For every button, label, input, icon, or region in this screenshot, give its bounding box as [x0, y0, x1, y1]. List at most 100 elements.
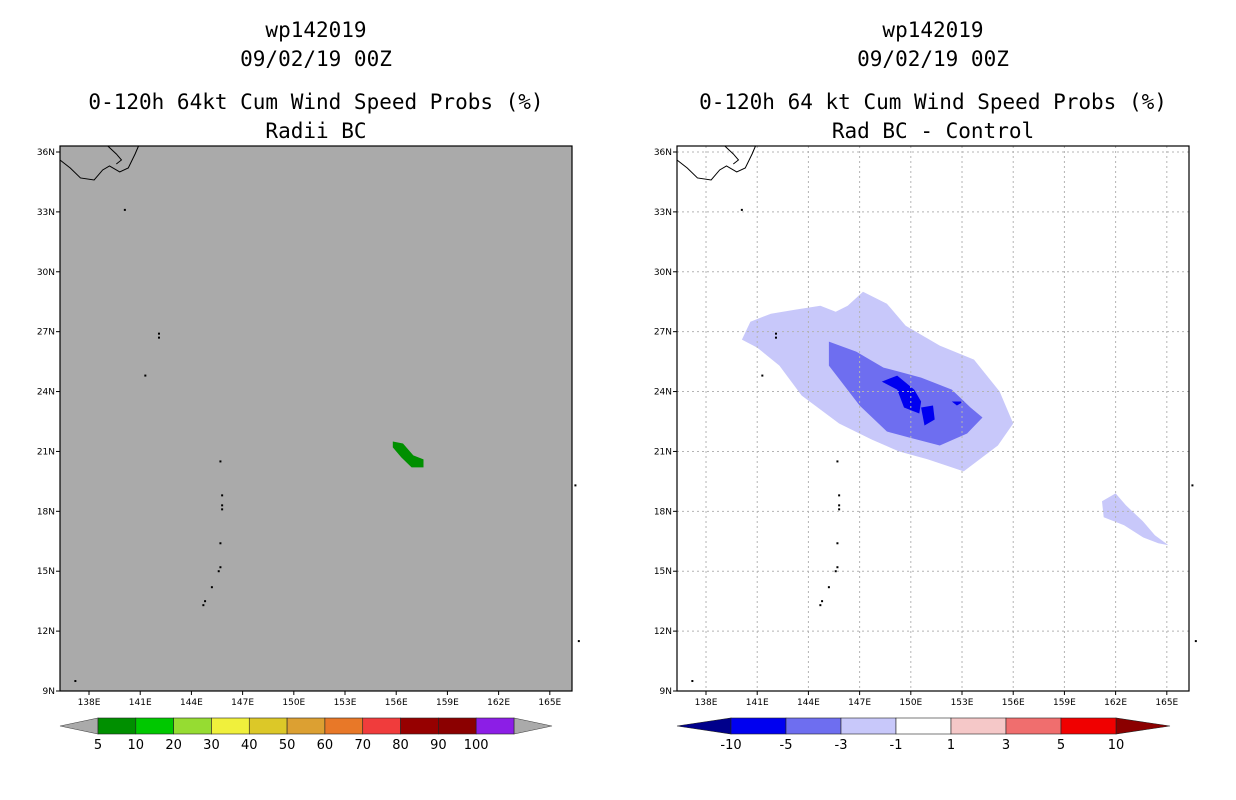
right-product-name: 0-120h 64 kt Cum Wind Speed Probs (%)	[699, 90, 1167, 114]
right-island-3	[761, 374, 764, 377]
right-probability-region-4	[951, 401, 964, 406]
left-colorbar-label-9: 90	[430, 738, 447, 753]
left-colorbar-label-4: 40	[241, 738, 258, 753]
left-island-11	[210, 586, 213, 589]
right-y-tick-label-2: 15N	[654, 567, 672, 577]
right-coastline-japan	[676, 145, 756, 181]
left-datetime: 09/02/19 00Z	[240, 47, 392, 71]
right-colorbar-high-arrow	[1115, 717, 1171, 735]
right-colorbar-label-7: 10	[1108, 738, 1125, 753]
right-y-tick-label-0: 9N	[660, 687, 672, 697]
left-y-tick-label-9: 36N	[37, 148, 55, 158]
left-island-16	[74, 680, 77, 683]
left-colorbar-label-3: 30	[203, 738, 220, 753]
left-island-3	[144, 374, 147, 377]
right-colorbar-bin-5	[1005, 717, 1062, 735]
right-colorbar-bin-3	[895, 717, 952, 735]
left-island-9	[219, 566, 222, 569]
left-x-tick-label-5: 153E	[334, 698, 357, 708]
left-y-tick-label-2: 15N	[37, 567, 55, 577]
right-island-8	[836, 542, 839, 545]
right-panel-subtitle: 0-120h 64 kt Cum Wind Speed Probs (%) Ra…	[677, 88, 1189, 146]
left-island-6	[221, 504, 224, 507]
right-island-11	[827, 586, 830, 589]
left-colorbar-bin-5	[286, 717, 326, 735]
right-colorbar-bin-4	[950, 717, 1007, 735]
left-island-0	[123, 208, 126, 211]
left-colorbar-high-arrow	[513, 717, 553, 735]
right-colorbar-label-5: 3	[1002, 738, 1010, 753]
right-colorbar-bin-6	[1060, 717, 1117, 735]
left-product-name: 0-120h 64kt Cum Wind Speed Probs (%)	[88, 90, 544, 114]
right-island-14	[1191, 484, 1194, 487]
left-x-tick-label-0: 138E	[78, 698, 101, 708]
right-island-9	[836, 566, 839, 569]
left-colorbar-label-10: 100	[464, 738, 489, 753]
left-island-7	[221, 508, 224, 511]
left-probability-region-0	[392, 441, 424, 468]
left-map-frame	[59, 145, 573, 692]
left-island-8	[219, 542, 222, 545]
left-y-tick-label-5: 24N	[37, 388, 55, 398]
right-panel-title: wp142019 09/02/19 00Z	[677, 16, 1189, 74]
left-colorbar-bin-8	[400, 717, 439, 735]
right-colorbar-label-1: -5	[780, 738, 793, 753]
left-island-1	[157, 332, 160, 335]
right-island-13	[819, 604, 822, 607]
left-y-tick-label-8: 33N	[37, 208, 55, 218]
left-colorbar-label-8: 80	[392, 738, 409, 753]
right-y-tick-label-1: 12N	[654, 627, 672, 637]
right-colorbar: -10 -5 -3 -1 1 3 5 10	[676, 717, 1171, 753]
left-x-tick-label-9: 165E	[538, 698, 561, 708]
right-colorbar-label-0: -10	[720, 738, 741, 753]
right-x-tick-label-1: 141E	[746, 698, 769, 708]
right-x-tick-label-0: 138E	[695, 698, 718, 708]
right-y-tick-label-5: 24N	[654, 388, 672, 398]
left-x-tick-label-7: 159E	[436, 698, 459, 708]
right-datetime: 09/02/19 00Z	[857, 47, 1009, 71]
right-x-tick-label-2: 144E	[797, 698, 820, 708]
left-panel-title: wp142019 09/02/19 00Z	[60, 16, 572, 74]
left-colorbar-low-arrow	[59, 717, 99, 735]
left-colorbar-bin-9	[438, 717, 477, 735]
right-colorbar-bin-1	[785, 717, 842, 735]
right-y-tick-label-3: 18N	[654, 507, 672, 517]
left-colorbar-bin-3	[211, 717, 250, 735]
left-coastline-japan	[59, 145, 139, 181]
left-island-10	[217, 570, 220, 573]
left-colorbar-bin-0	[97, 717, 137, 735]
right-island-15	[1194, 640, 1197, 643]
right-x-tick-label-6: 156E	[1002, 698, 1025, 708]
left-y-tick-label-7: 30N	[37, 268, 55, 278]
left-x-tick-label-8: 162E	[487, 698, 510, 708]
left-island-13	[202, 604, 205, 607]
left-colorbar-label-6: 60	[317, 738, 334, 753]
right-y-tick-label-6: 27N	[654, 328, 672, 338]
right-island-1	[774, 332, 777, 335]
left-colorbar-label-7: 70	[354, 738, 371, 753]
left-colorbar: 5 10 20 30 40 50 60 70 80 90 100	[59, 717, 553, 753]
left-colorbar-label-5: 50	[279, 738, 296, 753]
left-storm-id: wp142019	[265, 18, 367, 42]
right-y-tick-label-8: 33N	[654, 208, 672, 218]
right-island-2	[774, 336, 777, 339]
left-y-tick-label-6: 27N	[37, 328, 55, 338]
left-colorbar-bin-4	[248, 717, 288, 735]
right-island-12	[821, 600, 824, 603]
right-x-tick-label-8: 162E	[1104, 698, 1127, 708]
left-colorbar-bin-2	[173, 717, 212, 735]
right-x-tick-label-5: 153E	[951, 698, 974, 708]
right-probability-region-2	[881, 375, 922, 414]
right-colorbar-label-2: -3	[835, 738, 848, 753]
right-colorbar-label-6: 5	[1057, 738, 1065, 753]
left-x-tick-label-4: 150E	[282, 698, 305, 708]
left-colorbar-bin-1	[135, 717, 174, 735]
left-y-tick-label-1: 12N	[37, 627, 55, 637]
right-probability-region-5	[1102, 493, 1169, 546]
left-product-variant: Radii BC	[265, 119, 367, 143]
right-island-5	[838, 494, 841, 497]
left-colorbar-label-1: 10	[128, 738, 145, 753]
left-y-tick-label-4: 21N	[37, 447, 55, 457]
left-panel-subtitle: 0-120h 64kt Cum Wind Speed Probs (%) Rad…	[60, 88, 572, 146]
right-colorbar-low-arrow	[676, 717, 732, 735]
